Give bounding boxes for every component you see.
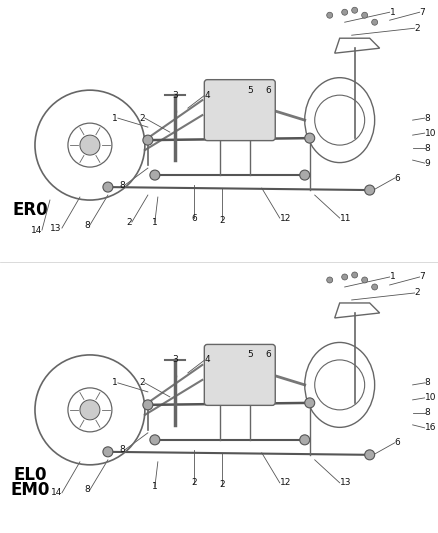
Text: 3: 3 — [172, 356, 178, 365]
Text: 5: 5 — [248, 86, 254, 95]
Text: 13: 13 — [340, 478, 351, 487]
Text: 8: 8 — [119, 446, 125, 454]
Text: 1: 1 — [390, 272, 396, 281]
Text: EL0: EL0 — [13, 466, 47, 484]
Text: 2: 2 — [139, 114, 145, 123]
Circle shape — [305, 398, 315, 408]
Circle shape — [365, 185, 374, 195]
Circle shape — [342, 274, 348, 280]
Text: 7: 7 — [420, 272, 425, 281]
Text: 1: 1 — [152, 482, 158, 491]
FancyBboxPatch shape — [204, 344, 275, 406]
Circle shape — [150, 435, 160, 445]
Circle shape — [372, 284, 378, 290]
Text: 13: 13 — [50, 223, 62, 232]
Circle shape — [103, 182, 113, 192]
Text: 6: 6 — [395, 174, 400, 183]
Text: 6: 6 — [265, 350, 271, 359]
Circle shape — [327, 12, 333, 18]
Circle shape — [327, 277, 333, 283]
Text: 1: 1 — [112, 378, 118, 387]
Circle shape — [80, 135, 100, 155]
Circle shape — [103, 447, 113, 457]
Text: 2: 2 — [126, 217, 132, 227]
Circle shape — [365, 450, 374, 460]
Text: 11: 11 — [340, 214, 351, 223]
Circle shape — [372, 19, 378, 25]
Text: 6: 6 — [191, 214, 197, 223]
Text: 8: 8 — [84, 221, 90, 230]
Text: 16: 16 — [424, 423, 436, 432]
Circle shape — [150, 170, 160, 180]
Text: 8: 8 — [424, 143, 431, 152]
Circle shape — [80, 400, 100, 420]
Text: 2: 2 — [415, 23, 420, 33]
Text: 4: 4 — [205, 91, 210, 100]
Text: 1: 1 — [390, 8, 396, 17]
Text: 8: 8 — [119, 181, 125, 190]
FancyBboxPatch shape — [204, 79, 275, 141]
Circle shape — [352, 272, 358, 278]
Text: EM0: EM0 — [10, 481, 49, 499]
Text: 7: 7 — [420, 8, 425, 17]
Text: 2: 2 — [139, 378, 145, 387]
Text: 10: 10 — [424, 128, 436, 138]
Text: 1: 1 — [152, 217, 158, 227]
Text: 8: 8 — [424, 408, 431, 417]
Text: 4: 4 — [205, 356, 210, 365]
Circle shape — [305, 133, 315, 143]
Circle shape — [352, 7, 358, 13]
Text: 2: 2 — [219, 480, 225, 489]
Text: 3: 3 — [172, 91, 178, 100]
Text: 14: 14 — [50, 488, 62, 497]
Text: 12: 12 — [280, 214, 291, 223]
Text: 9: 9 — [424, 159, 431, 167]
Text: 8: 8 — [84, 486, 90, 494]
Text: 2: 2 — [219, 215, 225, 224]
Text: 2: 2 — [415, 288, 420, 297]
Text: 6: 6 — [265, 86, 271, 95]
Text: ER0: ER0 — [12, 201, 48, 219]
Text: 14: 14 — [31, 225, 42, 235]
Text: 8: 8 — [424, 114, 431, 123]
Circle shape — [362, 12, 367, 18]
Text: 8: 8 — [424, 378, 431, 387]
Text: 12: 12 — [280, 478, 291, 487]
Text: 10: 10 — [424, 393, 436, 402]
Circle shape — [143, 135, 153, 145]
Text: 5: 5 — [248, 350, 254, 359]
Text: 6: 6 — [395, 438, 400, 447]
Text: 1: 1 — [112, 114, 118, 123]
Circle shape — [362, 277, 367, 283]
Text: 2: 2 — [191, 478, 197, 487]
Circle shape — [342, 9, 348, 15]
Circle shape — [300, 435, 310, 445]
Circle shape — [143, 400, 153, 410]
Circle shape — [300, 170, 310, 180]
